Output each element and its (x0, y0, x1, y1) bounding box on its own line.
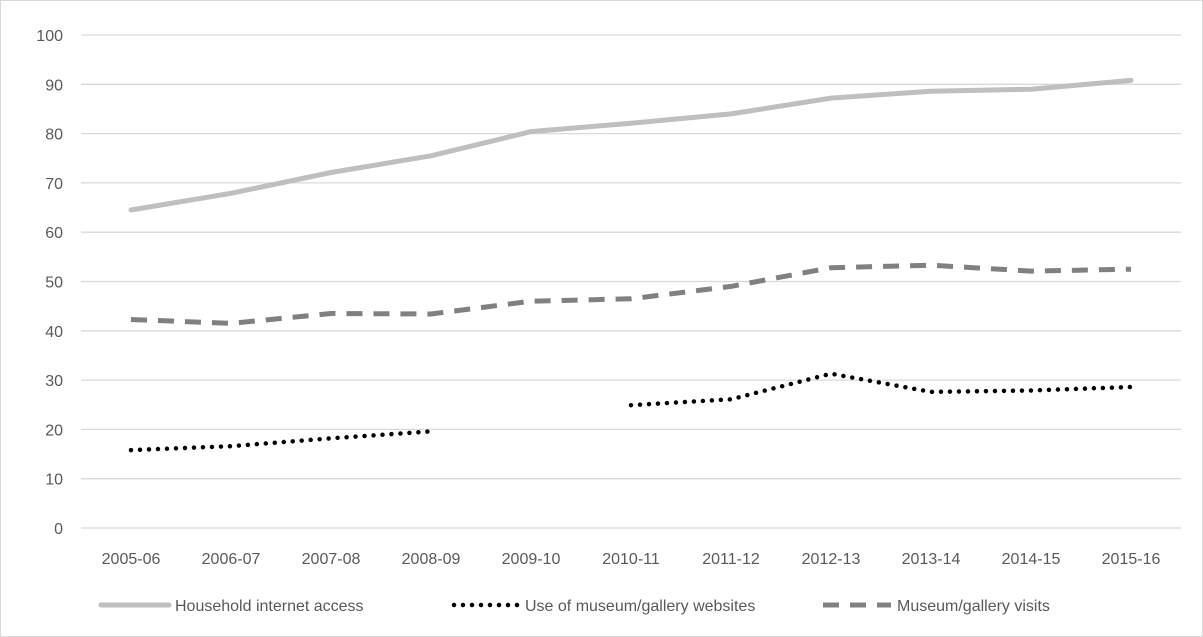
legend-label: Household internet access (175, 598, 364, 615)
y-tick-label: 60 (45, 225, 63, 242)
y-tick-label: 80 (45, 127, 63, 144)
y-tick-label: 40 (45, 324, 63, 341)
y-tick-label: 50 (45, 275, 63, 292)
x-tick-label: 2013-14 (902, 551, 961, 568)
x-tick-label: 2011-12 (702, 551, 760, 568)
x-tick-label: 2015-16 (1102, 551, 1161, 568)
legend-label: Museum/gallery visits (897, 598, 1050, 615)
y-tick-label: 0 (54, 521, 63, 538)
y-tick-label: 20 (45, 422, 63, 439)
y-tick-label: 90 (45, 77, 63, 94)
x-tick-label: 2014-15 (1002, 551, 1061, 568)
y-tick-label: 70 (45, 176, 63, 193)
y-axis-tick-labels: 0 10 20 30 40 50 60 70 80 90 100 (36, 28, 63, 538)
x-tick-label: 2008-09 (402, 551, 461, 568)
gridlines (81, 34, 1181, 529)
y-tick-label: 10 (45, 472, 63, 489)
series-line (130, 262, 1132, 326)
series-line (628, 371, 1134, 408)
x-tick-label: 2006-07 (202, 551, 261, 568)
x-tick-label: 2009-10 (502, 551, 561, 568)
x-tick-label: 2007-08 (302, 551, 361, 568)
series-line (128, 429, 434, 453)
y-tick-label: 30 (45, 373, 63, 390)
series-lines (128, 77, 1134, 453)
x-axis-tick-labels: 2005-06 2006-07 2007-08 2008-09 2009-10 2010-… (102, 551, 1161, 568)
legend-label: Use of museum/gallery websites (525, 598, 755, 615)
y-tick-label: 100 (36, 28, 63, 45)
x-tick-label: 2012-13 (802, 551, 861, 568)
series-line (128, 77, 1134, 213)
legend: Household internet access Use of museum/g… (98, 598, 1050, 615)
x-tick-label: 2005-06 (102, 551, 161, 568)
x-tick-label: 2010-11 (602, 551, 660, 568)
